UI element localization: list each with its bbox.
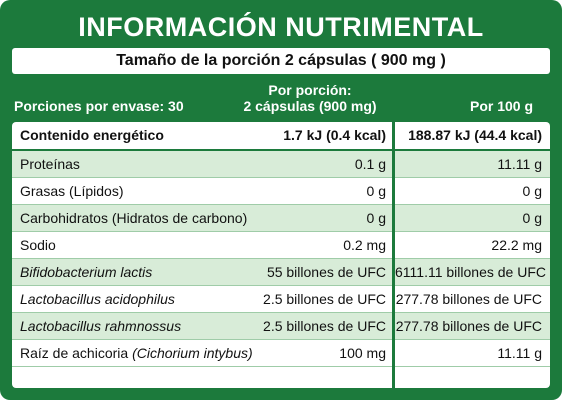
panel-title: INFORMACIÓN NUTRIMENTAL bbox=[78, 12, 484, 42]
row-per-serving: 100 mg bbox=[339, 345, 386, 361]
header-divider bbox=[12, 149, 550, 151]
table-row-sodium: Sodio 0.2 mg 22.2 mg bbox=[12, 232, 550, 259]
per-100g-header: Por 100 g bbox=[470, 98, 534, 114]
column-separator bbox=[392, 122, 395, 388]
row-label: Proteínas bbox=[12, 151, 252, 178]
row-divider bbox=[12, 231, 550, 232]
table-row-carbs: Carbohidratos (Hidratos de carbono) 0 g … bbox=[12, 205, 550, 232]
row-per-100g: 277.78 billones de UFC bbox=[395, 291, 542, 307]
table-row-bifidobacterium: Bifidobacterium lactis 55 billones de UF… bbox=[12, 259, 550, 286]
row-divider bbox=[12, 177, 550, 178]
row-per-serving: 0 g bbox=[366, 183, 386, 199]
row-divider bbox=[12, 312, 550, 313]
row-label: Carbohidratos (Hidratos de carbono) bbox=[12, 205, 252, 232]
row-label: Sodio bbox=[20, 237, 56, 253]
per-serving-header: Por porción: 2 cápsulas (900 mg) bbox=[240, 82, 380, 114]
row-per-serving: 55 billones de UFC bbox=[252, 259, 392, 286]
row-per-serving: 2.5 billones de UFC bbox=[263, 291, 386, 307]
row-per-100g: 0 g bbox=[395, 205, 550, 232]
row-per-100g: 22.2 mg bbox=[491, 237, 542, 253]
row-per-serving: 0.2 mg bbox=[343, 237, 386, 253]
row-per-serving: 0.1 g bbox=[252, 151, 392, 178]
row-per-100g: 277.78 billones de UFC bbox=[395, 313, 550, 340]
row-per-100g: 11.11 g bbox=[395, 151, 550, 178]
row-per-100g: 6111.11 billones de UFC bbox=[395, 259, 550, 286]
row-label-prefix: Raíz de achicoria bbox=[20, 345, 133, 361]
table-row-chicory-root: Raíz de achicoria (Cichorium intybus) 10… bbox=[12, 340, 550, 367]
row-label: Lactobacillus acidophilus bbox=[20, 291, 175, 307]
row-per-serving: 0 g bbox=[252, 205, 392, 232]
row-divider bbox=[12, 285, 550, 286]
table-row-rahmnossus: Lactobacillus rahmnossus 2.5 billones de… bbox=[12, 313, 550, 340]
row-divider bbox=[12, 204, 550, 205]
row-per-100g: 0 g bbox=[522, 183, 542, 199]
servings-per-container: Porciones por envase: 30 bbox=[14, 98, 184, 114]
row-divider bbox=[12, 258, 550, 259]
row-label: Lactobacillus rahmnossus bbox=[12, 313, 252, 340]
table-row-energy: Contenido energético 1.7 kJ (0.4 kcal) 1… bbox=[12, 122, 550, 149]
serving-size: Tamaño de la porción 2 cápsulas ( 900 mg… bbox=[12, 48, 550, 74]
table-row-fat: Grasas (Lípidos) 0 g 0 g bbox=[12, 178, 550, 205]
row-per-serving: 2.5 billones de UFC bbox=[252, 313, 392, 340]
row-divider bbox=[12, 366, 550, 367]
table-row-protein: Proteínas 0.1 g 11.11 g bbox=[12, 151, 550, 178]
row-label: Grasas (Lípidos) bbox=[20, 183, 124, 199]
row-per-100g: 188.87 kJ (44.4 kcal) bbox=[408, 127, 542, 143]
table-row-acidophilus: Lactobacillus acidophilus 2.5 billones d… bbox=[12, 286, 550, 313]
per-serving-header-line2: 2 cápsulas (900 mg) bbox=[243, 98, 377, 114]
per-serving-header-line1: Por porción: bbox=[268, 82, 352, 98]
row-label: Bifidobacterium lactis bbox=[12, 259, 252, 286]
row-label: Raíz de achicoria (Cichorium intybus) bbox=[12, 340, 253, 367]
row-label-latin: (Cichorium intybus) bbox=[132, 345, 253, 361]
row-per-serving: 1.7 kJ (0.4 kcal) bbox=[283, 127, 386, 143]
nutrition-table: Contenido energético 1.7 kJ (0.4 kcal) 1… bbox=[12, 122, 550, 388]
row-divider bbox=[12, 339, 550, 340]
row-per-100g: 11.11 g bbox=[497, 345, 542, 361]
row-label: Contenido energético bbox=[20, 127, 164, 143]
